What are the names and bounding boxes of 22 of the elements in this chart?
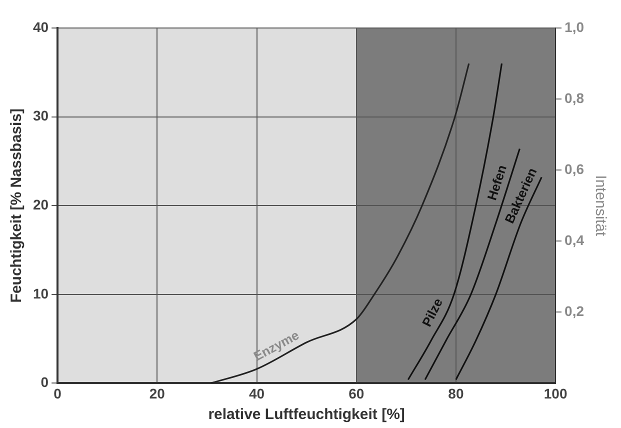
y-tick-label: 30 [32,108,49,124]
y2-tick-label: 0,6 [564,160,584,177]
y-tick-label: 20 [32,196,49,212]
y-tick-label: 40 [32,18,49,35]
y-axis-title: Feuchtigkeit [% Nassbasis] [8,108,26,303]
x-tick-label: 20 [149,385,166,402]
text: Pilze [418,296,446,330]
y-tick-label: 0 [40,374,49,390]
y-tick-label: 10 [32,285,49,302]
y2-tick-label: 0,8 [564,90,584,106]
y2-tick-label: 0,4 [564,232,584,248]
x-tick-label: 100 [544,385,568,402]
x-tick-label: 40 [248,385,265,402]
text: Hefen [484,163,510,202]
x-tick-label: 80 [448,385,464,402]
y2-tick-label: 0,2 [564,303,584,320]
y2-tick-label: 1,0 [564,18,584,35]
x-tick-label: 60 [348,385,364,402]
y2-axis-title: Intensität [592,175,609,237]
x-axis-title: relative Luftfeuchtigkeit [%] [208,406,405,424]
x-tick-label: 0 [54,385,62,402]
line-series [210,62,470,384]
